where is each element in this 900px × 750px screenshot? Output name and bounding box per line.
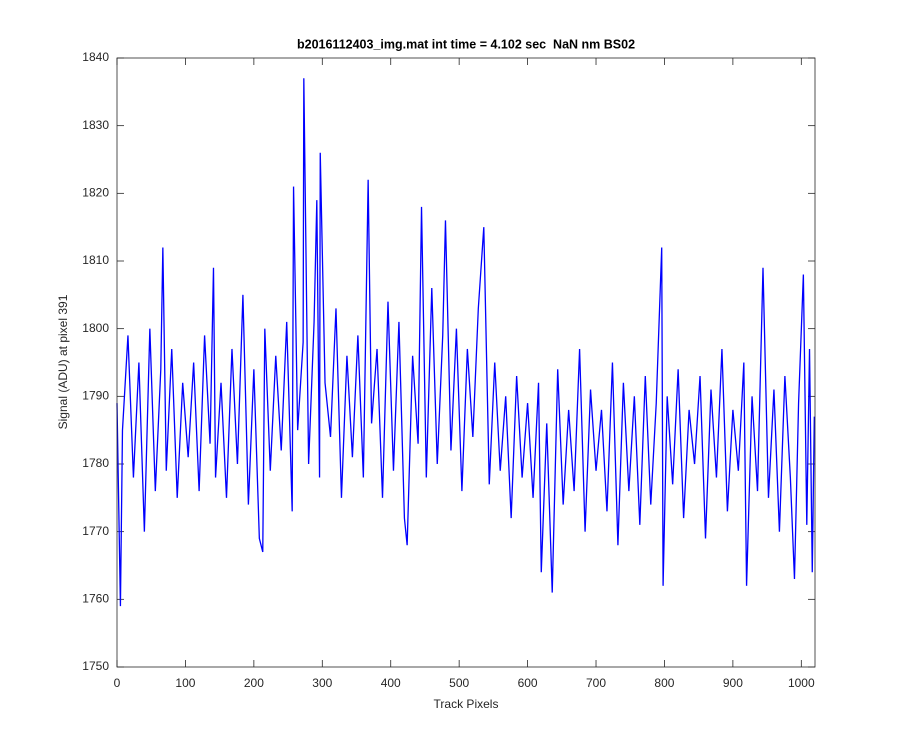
x-tick-label: 100 bbox=[175, 676, 195, 690]
x-tick-label: 0 bbox=[114, 676, 121, 690]
x-tick-label: 1000 bbox=[788, 676, 815, 690]
y-axis-label: Signal (ADU) at pixel 391 bbox=[56, 294, 70, 429]
x-axis-label: Track Pixels bbox=[434, 697, 499, 711]
x-tick-label: 800 bbox=[654, 676, 674, 690]
x-tick-label: 700 bbox=[586, 676, 606, 690]
chart-title: b2016112403_img.mat int time = 4.102 sec… bbox=[297, 37, 635, 51]
y-tick-label: 1800 bbox=[82, 321, 109, 335]
y-tick-label: 1840 bbox=[82, 50, 109, 64]
x-tick-label: 400 bbox=[381, 676, 401, 690]
x-tick-label: 600 bbox=[518, 676, 538, 690]
y-tick-label: 1760 bbox=[82, 592, 109, 606]
y-tick-label: 1790 bbox=[82, 389, 109, 403]
y-tick-label: 1750 bbox=[82, 659, 109, 673]
x-tick-label: 200 bbox=[244, 676, 264, 690]
y-tick-label: 1780 bbox=[82, 456, 109, 470]
y-tick-label: 1820 bbox=[82, 186, 109, 200]
plot-frame bbox=[116, 57, 816, 668]
data-line bbox=[116, 78, 815, 607]
x-tick-label: 900 bbox=[723, 676, 743, 690]
x-tick-label: 500 bbox=[449, 676, 469, 690]
y-tick-label: 1770 bbox=[82, 524, 109, 538]
x-tick-label: 300 bbox=[312, 676, 332, 690]
y-tick-label: 1830 bbox=[82, 118, 109, 132]
y-tick-label: 1810 bbox=[82, 253, 109, 267]
